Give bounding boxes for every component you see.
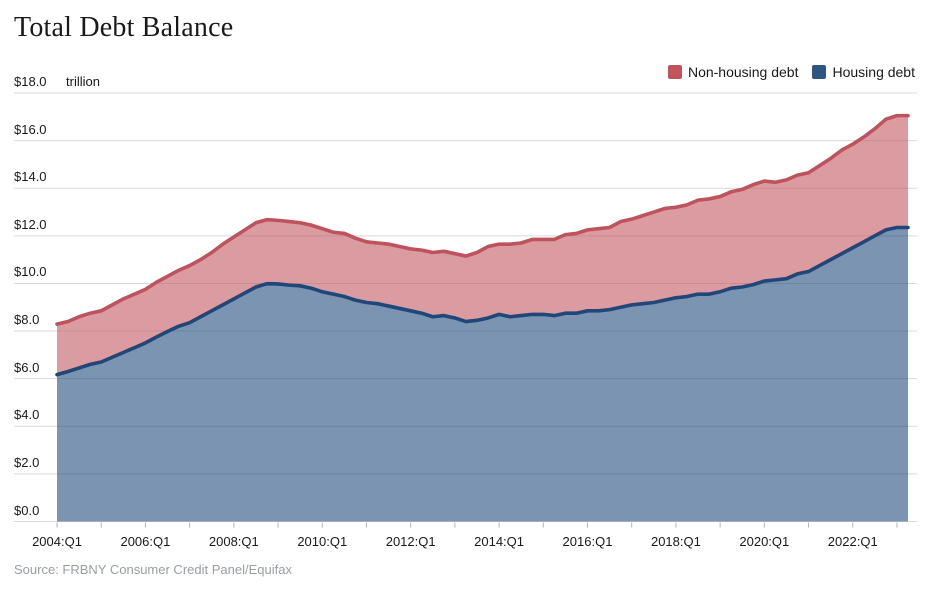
- y-axis-tick-label: $16.0: [14, 121, 47, 137]
- y-axis-tick-label: $6.0: [14, 359, 40, 375]
- y-axis-tick-label: $0.0: [14, 502, 40, 518]
- y-axis-tick-label: $14.0: [14, 169, 47, 185]
- legend-label-nonhousing-debt: Non-housing debt: [687, 64, 799, 80]
- total-debt-line: [55, 113, 910, 326]
- x-axis-tick-label: 2014:Q1: [474, 534, 525, 549]
- x-axis-tick-label: 2004:Q1: [32, 534, 82, 549]
- x-axis-tick-label: 2008:Q1: [208, 534, 259, 549]
- y-axis-tick-label: $12.0: [14, 216, 47, 232]
- y-axis-tick-label: $4.0: [14, 407, 40, 423]
- nonhousing-debt-swatch-icon: [667, 65, 682, 79]
- housing-debt-swatch-icon: [812, 65, 827, 79]
- housing-debt-area: [57, 227, 908, 522]
- x-axis-tick-label: 2010:Q1: [297, 534, 348, 549]
- nonhousing-debt-area: [57, 115, 908, 375]
- y-axis-tick-label: $2.0: [14, 454, 40, 470]
- x-axis-tick-label: 2012:Q1: [385, 534, 436, 549]
- source-note: Source: FRBNY Consumer Credit Panel/Equi…: [14, 562, 292, 577]
- chart-legend: Non-housing debt Housing debt: [667, 64, 915, 80]
- legend-label-housing-debt: Housing debt: [832, 64, 915, 80]
- y-axis-unit-label: trillion: [66, 74, 100, 89]
- page-title: Total Debt Balance: [14, 12, 234, 43]
- x-axis-tick-label: 2006:Q1: [120, 534, 171, 549]
- y-axis-tick-label: $18.0: [14, 74, 47, 89]
- x-axis-tick-label: 2018:Q1: [650, 534, 701, 549]
- x-axis-tick-label: 2020:Q1: [739, 534, 790, 549]
- housing-debt-line: [55, 225, 910, 377]
- legend-item-housing-debt: Housing debt: [812, 64, 915, 80]
- y-axis-tick-label: $10.0: [14, 264, 47, 280]
- y-axis-tick-label: $8.0: [14, 312, 40, 328]
- legend-item-nonhousing-debt: Non-housing debt: [667, 64, 799, 80]
- x-axis-tick-label: 2022:Q1: [827, 534, 878, 549]
- x-axis-tick-label: 2016:Q1: [562, 534, 613, 549]
